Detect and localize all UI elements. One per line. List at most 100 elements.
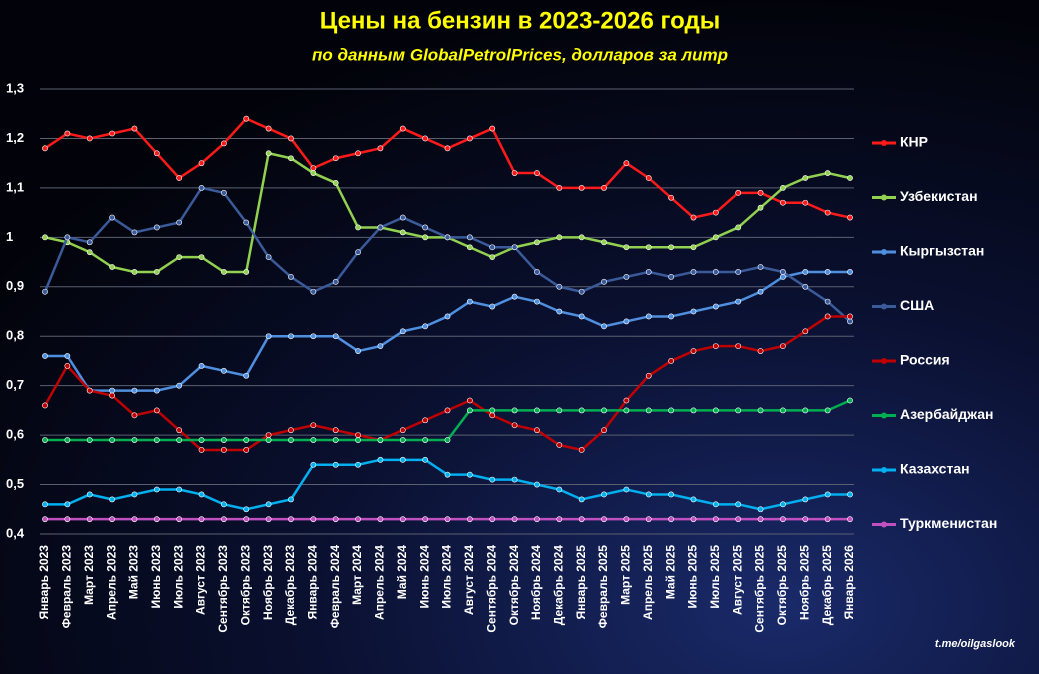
data-point xyxy=(802,269,809,275)
data-point xyxy=(623,397,630,404)
data-point xyxy=(422,323,429,330)
data-point xyxy=(243,219,250,226)
data-point xyxy=(265,254,272,261)
data-point xyxy=(668,273,675,280)
data-point xyxy=(109,392,115,399)
data-point xyxy=(444,437,451,443)
data-point xyxy=(556,234,563,241)
data-point xyxy=(578,234,585,241)
data-point xyxy=(578,496,585,503)
data-point xyxy=(220,140,227,147)
data-point xyxy=(534,170,540,176)
data-point xyxy=(623,160,630,167)
data-point xyxy=(645,491,652,498)
data-point xyxy=(668,516,675,523)
x-tick-label: Февраль 2025 xyxy=(596,545,610,629)
data-point xyxy=(511,244,518,251)
data-point xyxy=(310,422,317,429)
legend-label: Туркменистан xyxy=(900,515,997,531)
data-point xyxy=(332,516,339,523)
data-point xyxy=(422,417,429,424)
data-point xyxy=(176,437,183,443)
data-point xyxy=(109,437,115,443)
data-point xyxy=(310,516,317,523)
data-point xyxy=(176,427,183,434)
x-tick-label: Сентябрь 2025 xyxy=(753,545,767,633)
data-point xyxy=(176,219,183,226)
data-point xyxy=(578,288,585,295)
data-point xyxy=(847,491,853,498)
data-point xyxy=(757,506,764,513)
data-point xyxy=(489,254,496,261)
x-tick-label: Апрель 2024 xyxy=(373,545,387,620)
data-point xyxy=(444,313,451,320)
data-point xyxy=(310,437,317,443)
data-point xyxy=(780,199,786,206)
data-point xyxy=(601,427,607,434)
data-point xyxy=(690,269,697,275)
data-point xyxy=(243,269,250,275)
data-point xyxy=(847,214,853,221)
data-point xyxy=(712,407,719,414)
chart-title: Цены на бензин в 2023-2026 годы xyxy=(320,7,720,34)
data-point xyxy=(86,249,93,256)
x-tick-label: Январь 2025 xyxy=(574,545,588,620)
y-tick-label: 0,6 xyxy=(6,427,24,442)
legend-label: КНР xyxy=(900,134,928,150)
x-tick-label: Май 2024 xyxy=(395,545,409,600)
data-point xyxy=(198,160,205,167)
data-point xyxy=(757,516,764,523)
data-point xyxy=(534,298,540,305)
data-point xyxy=(355,461,361,468)
legend-label: Казахстан xyxy=(900,461,970,477)
x-tick-label: Июль 2023 xyxy=(171,545,185,609)
data-point xyxy=(847,313,853,320)
data-point xyxy=(645,516,652,523)
data-point xyxy=(243,437,250,443)
data-point xyxy=(824,313,831,320)
data-point xyxy=(131,125,138,132)
data-point xyxy=(288,427,294,434)
data-point xyxy=(109,516,115,523)
data-point xyxy=(690,407,697,414)
x-tick-label: Март 2024 xyxy=(350,545,364,605)
data-point xyxy=(780,501,786,508)
legend-marker xyxy=(881,467,887,473)
data-point xyxy=(377,437,384,443)
data-point xyxy=(466,471,473,478)
data-point xyxy=(757,189,764,196)
data-point xyxy=(444,234,451,241)
data-point xyxy=(511,516,518,523)
data-point xyxy=(265,125,272,132)
data-point xyxy=(668,194,675,201)
data-point xyxy=(399,328,406,335)
data-point xyxy=(131,437,138,443)
x-tick-label: Январь 2024 xyxy=(306,545,320,620)
data-point xyxy=(668,244,675,251)
data-point xyxy=(466,397,473,404)
x-tick-label: Ноябрь 2025 xyxy=(797,545,811,620)
data-point xyxy=(534,516,540,523)
data-point xyxy=(198,184,205,191)
data-point xyxy=(466,516,473,523)
data-point xyxy=(310,165,317,172)
data-point xyxy=(220,447,227,453)
data-point xyxy=(623,516,630,523)
data-point xyxy=(176,486,183,493)
data-point xyxy=(601,407,607,414)
data-point xyxy=(377,224,384,231)
data-point xyxy=(64,130,71,137)
data-point xyxy=(86,239,93,246)
y-tick-label: 0,7 xyxy=(6,377,24,392)
data-point xyxy=(355,516,361,523)
data-point xyxy=(534,269,540,275)
data-point xyxy=(489,244,496,251)
data-point xyxy=(265,437,272,443)
x-tick-label: Апрель 2023 xyxy=(104,545,118,620)
x-tick-label: Июль 2025 xyxy=(708,545,722,609)
data-point xyxy=(243,506,250,513)
data-point xyxy=(601,323,607,330)
data-point xyxy=(578,447,585,453)
x-tick-label: Ноябрь 2023 xyxy=(261,545,275,620)
legend-label: Кыргызстан xyxy=(900,243,984,259)
